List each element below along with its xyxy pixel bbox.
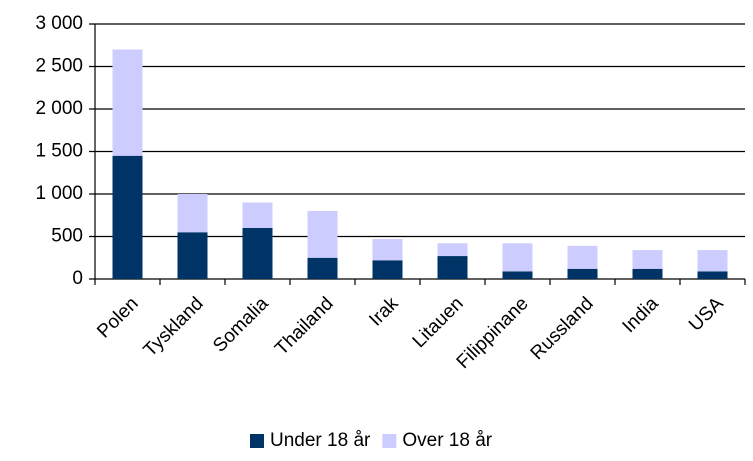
x-tick-label: Russland bbox=[527, 293, 598, 364]
y-tick-label: 3 000 bbox=[35, 13, 83, 34]
bar-segment bbox=[437, 243, 468, 257]
x-tick-label: Somalia bbox=[209, 293, 273, 357]
bar-segment bbox=[307, 257, 338, 279]
x-tick-label: Irak bbox=[365, 293, 403, 331]
bar-segment bbox=[372, 260, 403, 279]
bar-segment bbox=[697, 250, 728, 272]
legend-label: Under 18 år bbox=[270, 430, 371, 451]
bar-segment bbox=[437, 256, 468, 279]
bar-segment bbox=[112, 155, 143, 279]
bar-segment bbox=[177, 194, 208, 233]
y-tick-label: 1 500 bbox=[35, 141, 83, 162]
bar-segment bbox=[307, 211, 338, 258]
bar-segment bbox=[632, 268, 663, 279]
bar-segment bbox=[112, 49, 143, 156]
bar-segment bbox=[632, 250, 663, 269]
y-tick-label: 2 500 bbox=[35, 56, 83, 77]
bar-segment bbox=[567, 245, 598, 269]
legend-swatch bbox=[382, 434, 397, 448]
bar-segment bbox=[502, 243, 533, 272]
bar-segment bbox=[697, 271, 728, 279]
bar-segment bbox=[242, 202, 273, 228]
legend-swatch bbox=[250, 434, 264, 448]
legend-label: Over 18 år bbox=[402, 430, 492, 451]
bar-segment bbox=[567, 268, 598, 279]
x-tick-label: India bbox=[619, 293, 663, 337]
x-tick-label: Polen bbox=[93, 293, 142, 342]
x-tick-label: Tyskland bbox=[140, 293, 208, 361]
y-tick-label: 0 bbox=[72, 268, 83, 289]
bar-segment bbox=[177, 232, 208, 279]
x-tick-label: Filippinane bbox=[453, 293, 533, 373]
y-tick-label: 2 000 bbox=[35, 98, 83, 119]
bar-segment bbox=[372, 239, 403, 261]
x-tick-label: Litauen bbox=[409, 293, 468, 352]
x-tick-label: Thailand bbox=[271, 293, 337, 359]
x-tick-label: USA bbox=[685, 293, 728, 336]
y-tick-label: 500 bbox=[51, 226, 83, 247]
bar-segment bbox=[502, 271, 533, 279]
bar-segment bbox=[242, 228, 273, 279]
y-tick-label: 1 000 bbox=[35, 183, 83, 204]
